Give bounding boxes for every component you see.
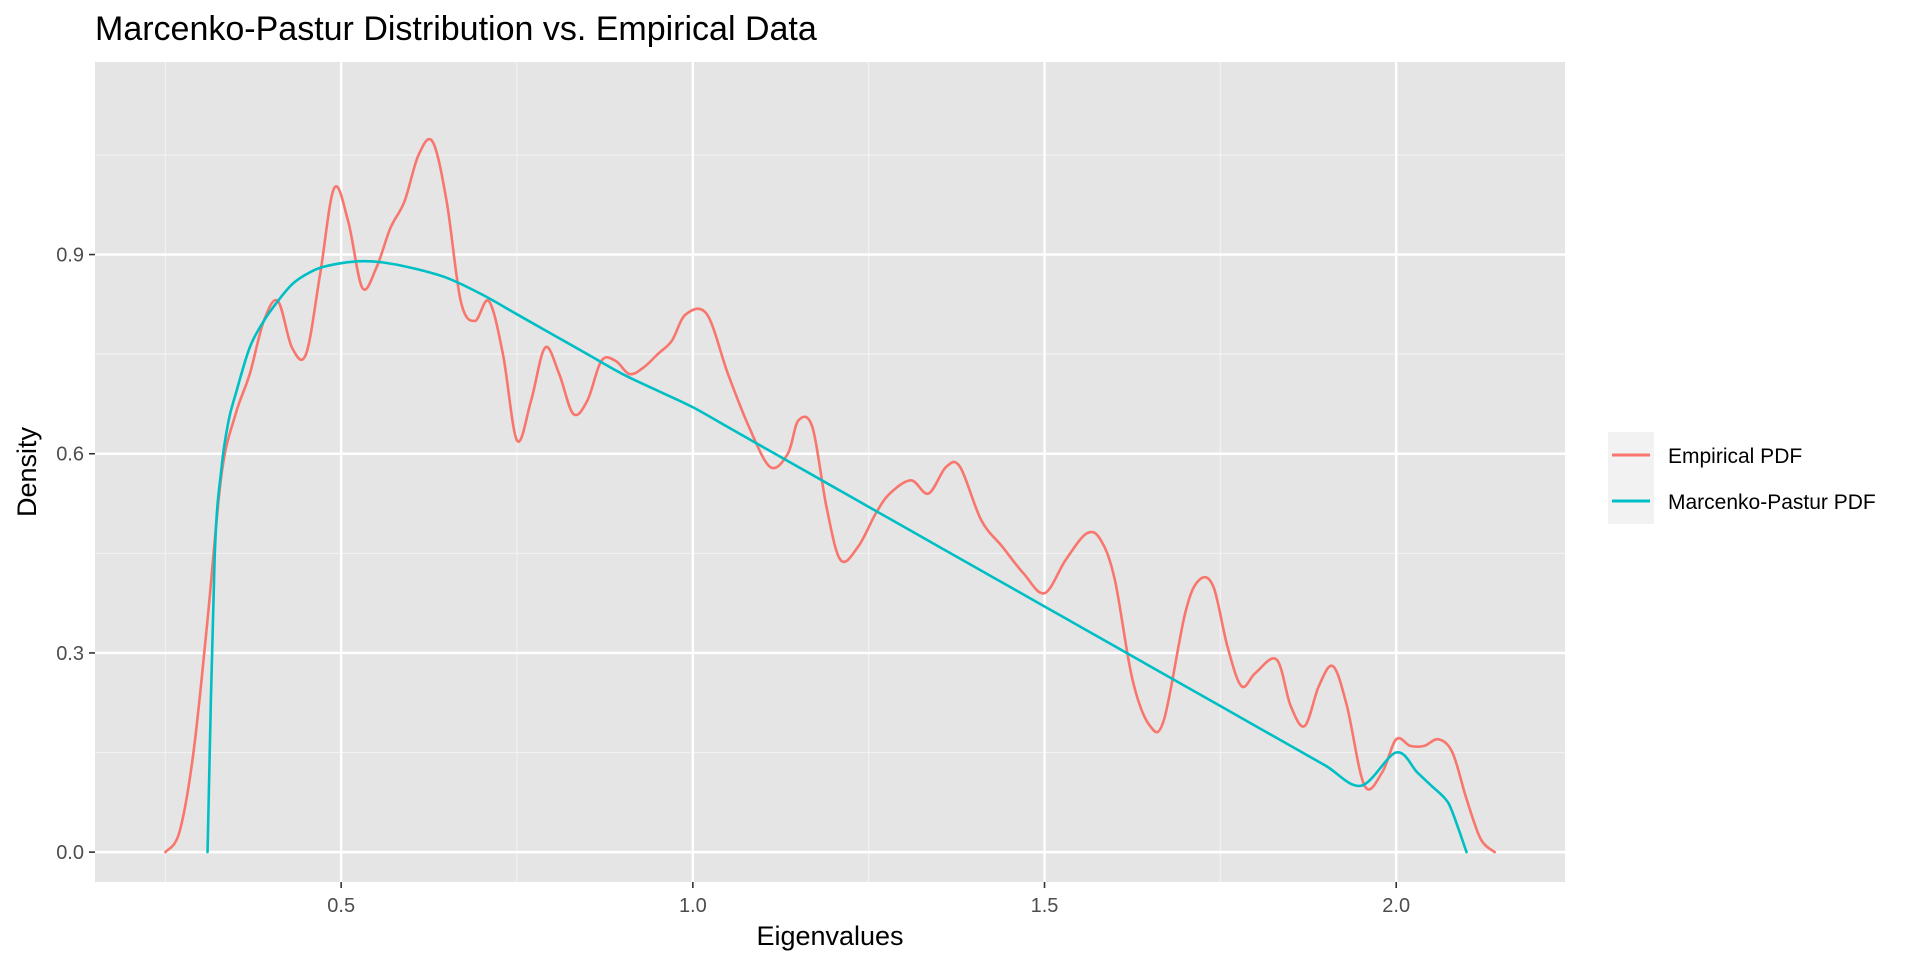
series-line-marcenko-pastur-pdf (206, 259, 1468, 854)
x-tick-label-2: 1.5 (1031, 895, 1059, 917)
series-layer (164, 137, 1496, 854)
y-axis-title: Density (12, 426, 42, 517)
series-line-empirical-pdf (164, 137, 1496, 854)
x-tick-label-1: 1.0 (679, 895, 707, 917)
y-tick-label-2: 0.6 (56, 444, 84, 466)
y-axis-ticks: 0.0 0.3 0.6 0.9 (56, 245, 95, 864)
plot-panel (95, 62, 1565, 882)
y-tick-label-1: 0.3 (56, 643, 84, 665)
x-axis-title: Eigenvalues (756, 921, 903, 951)
x-tick-label-3: 2.0 (1382, 895, 1410, 917)
x-tick-label-0: 0.5 (327, 895, 355, 917)
legend: Empirical PDF Marcenko-Pastur PDF (1608, 432, 1876, 524)
y-tick-label-3: 0.9 (56, 245, 84, 267)
y-tick-label-0: 0.0 (56, 842, 84, 864)
legend-label-empirical: Empirical PDF (1668, 445, 1802, 468)
legend-label-marcenko-pastur: Marcenko-Pastur PDF (1668, 491, 1876, 514)
grid-major (95, 62, 1565, 882)
chart-title: Marcenko-Pastur Distribution vs. Empiric… (95, 10, 817, 48)
x-axis-ticks: 0.5 1.0 1.5 2.0 (327, 882, 1410, 917)
